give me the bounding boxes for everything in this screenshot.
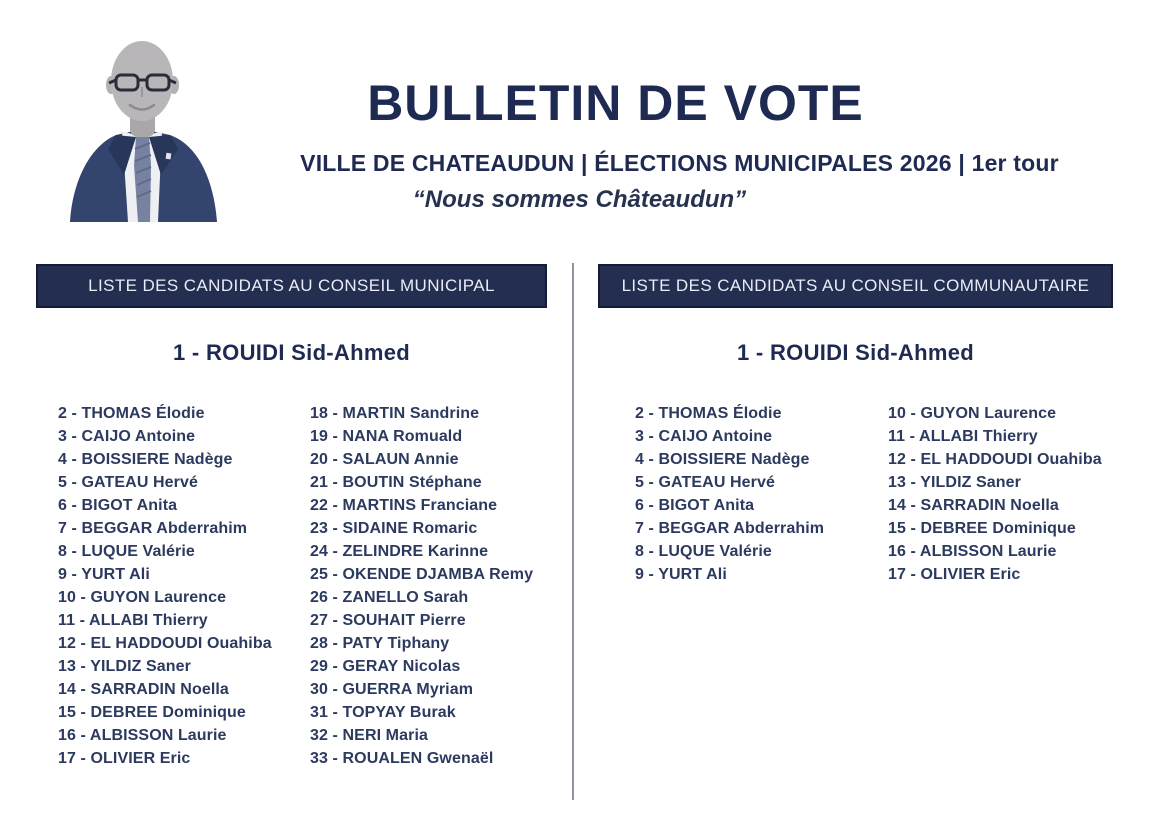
candidate-entry: 15 - DEBREE Dominique: [58, 704, 246, 721]
candidate-entry: 9 - YURT Ali: [635, 566, 727, 583]
person-portrait-icon: [70, 41, 217, 222]
candidate-entry: 5 - GATEAU Hervé: [58, 474, 199, 491]
candidate-entry: 2 - THOMAS Élodie: [635, 405, 782, 422]
election-subtitle: VILLE DE CHATEAUDUN | ÉLECTIONS MUNICIPA…: [300, 150, 1059, 176]
candidate-entry: 10 - GUYON Laurence: [58, 589, 227, 606]
list-header-municipal: LISTE DES CANDIDATS AU CONSEIL MUNICIPAL: [36, 264, 547, 308]
candidate-column-communautaire-2: 10 - GUYON Laurence 11 - ALLABI Thierry 12…: [888, 402, 1102, 586]
candidate-entry: 22 - MARTINS Franciane: [310, 497, 498, 514]
vertical-divider: [572, 263, 574, 800]
candidate-entry: 7 - BEGGAR Abderrahim: [58, 520, 248, 537]
candidate-entry: 28 - PATY Tiphany: [310, 635, 450, 652]
candidate-entry: 25 - OKENDE DJAMBA Remy: [310, 566, 534, 583]
candidate-entry: 32 - NERI Maria: [310, 727, 428, 744]
candidate-entry: 4 - BOISSIERE Nadège: [58, 451, 233, 468]
candidate-entry: 7 - BEGGAR Abderrahim: [635, 520, 825, 537]
candidate-entry: 20 - SALAUN Annie: [310, 451, 459, 468]
candidate-entry: 14 - SARRADIN Noella: [888, 497, 1059, 514]
candidate-entry: 3 - CAIJO Antoine: [635, 428, 773, 445]
panel-conseil-municipal: LISTE DES CANDIDATS AU CONSEIL MUNICIPAL…: [36, 264, 547, 804]
candidate-column-communautaire-1: 2 - THOMAS Élodie 3 - CAIJO Antoine 4 - BO…: [635, 402, 824, 586]
candidate-entry: 8 - LUQUE Valérie: [635, 543, 772, 560]
candidate-entry: 17 - OLIVIER Eric: [58, 750, 191, 767]
candidate-entry: 19 - NANA Romuald: [310, 428, 463, 445]
candidate-entry: 11 - ALLABI Thierry: [888, 428, 1038, 445]
candidate-entry: 24 - ZELINDRE Karinne: [310, 543, 489, 560]
candidate-entry: 23 - SIDAINE Romaric: [310, 520, 478, 537]
candidate-entry: 5 - GATEAU Hervé: [635, 474, 776, 491]
page-title: BULLETIN DE VOTE: [367, 75, 864, 131]
candidate-entry: 27 - SOUHAIT Pierre: [310, 612, 466, 629]
header-titles: BULLETIN DE VOTE VILLE DE CHATEAUDUN | É…: [0, 0, 1159, 240]
candidate-entry: 12 - EL HADDOUDI Ouahiba: [888, 451, 1102, 468]
candidate-entry: 12 - EL HADDOUDI Ouahiba: [58, 635, 272, 652]
candidate-entry: 17 - OLIVIER Eric: [888, 566, 1021, 583]
candidate-entry: 3 - CAIJO Antoine: [58, 428, 196, 445]
candidate-portrait: [50, 25, 233, 222]
candidate-entry: 21 - BOUTIN Stéphane: [310, 474, 482, 491]
candidate-entry: 26 - ZANELLO Sarah: [310, 589, 469, 606]
candidate-entry: 14 - SARRADIN Noella: [58, 681, 229, 698]
candidate-entry: 18 - MARTIN Sandrine: [310, 405, 480, 422]
list-header-communautaire: LISTE DES CANDIDATS AU CONSEIL COMMUNAUT…: [598, 264, 1113, 308]
candidate-entry: 6 - BIGOT Anita: [58, 497, 178, 514]
campaign-slogan: “Nous sommes Châteaudun”: [412, 186, 747, 213]
candidate-entry: 13 - YILDIZ Saner: [58, 658, 192, 675]
candidate-entry: 8 - LUQUE Valérie: [58, 543, 195, 560]
candidate-entry: 33 - ROUALEN Gwenaël: [310, 750, 494, 767]
candidate-entry: 10 - GUYON Laurence: [888, 405, 1057, 422]
candidate-entry: 9 - YURT Ali: [58, 566, 150, 583]
candidate-column-municipal-2: 18 - MARTIN Sandrine 19 - NANA Romuald 20 …: [310, 402, 533, 770]
candidate-entry: 29 - GERAY Nicolas: [310, 658, 461, 675]
lead-candidate-communautaire: 1 - ROUIDI Sid-Ahmed: [736, 340, 974, 365]
candidate-entry: 16 - ALBISSON Laurie: [888, 543, 1057, 560]
candidate-entry: 16 - ALBISSON Laurie: [58, 727, 227, 744]
candidate-entry: 30 - GUERRA Myriam: [310, 681, 474, 698]
candidate-entry: 11 - ALLABI Thierry: [58, 612, 208, 629]
candidate-entry: 31 - TOPYAY Burak: [310, 704, 456, 721]
candidate-entry: 6 - BIGOT Anita: [635, 497, 755, 514]
candidate-entry: 13 - YILDIZ Saner: [888, 474, 1022, 491]
candidate-entry: 15 - DEBREE Dominique: [888, 520, 1076, 537]
lead-candidate-municipal: 1 - ROUIDI Sid-Ahmed: [172, 340, 410, 365]
candidate-entry: 2 - THOMAS Élodie: [58, 405, 205, 422]
panel-conseil-communautaire: LISTE DES CANDIDATS AU CONSEIL COMMUNAUT…: [598, 264, 1113, 804]
candidate-column-municipal-1: 2 - THOMAS Élodie 3 - CAIJO Antoine 4 - BO…: [58, 402, 272, 770]
candidate-entry: 4 - BOISSIERE Nadège: [635, 451, 810, 468]
